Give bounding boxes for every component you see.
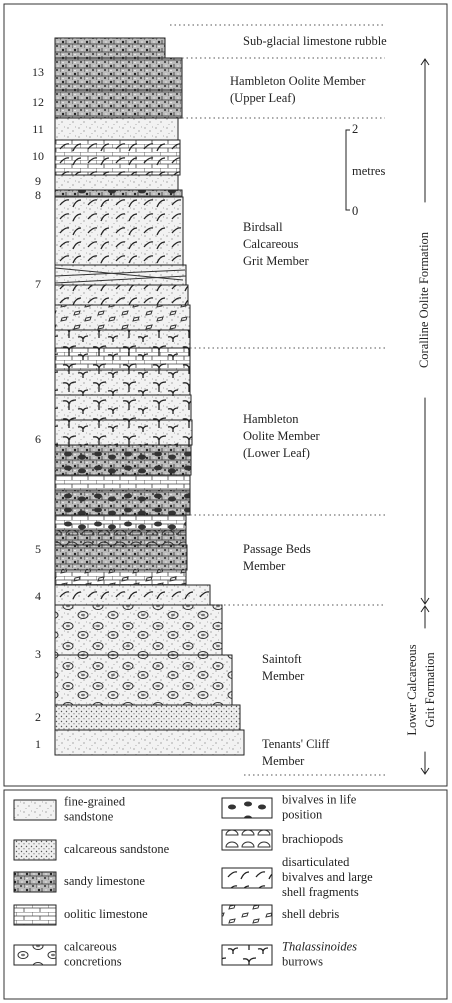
legend-label: fine-grained xyxy=(64,794,126,808)
bed-number: 7 xyxy=(35,277,41,291)
bed-layer xyxy=(55,570,186,585)
bed-number: 5 xyxy=(35,542,41,556)
bed-number: 11 xyxy=(32,122,44,136)
legend-label: shell debris xyxy=(282,907,339,921)
unit-label: Grit Member xyxy=(243,254,309,268)
legend-swatch xyxy=(14,800,56,820)
bed-layer xyxy=(55,140,180,175)
unit-label: Birdsall xyxy=(243,220,283,234)
legend-swatch xyxy=(14,840,56,860)
legend-label: bivalves and large xyxy=(282,870,373,884)
bed-layer xyxy=(55,490,190,515)
unit-label: Member xyxy=(262,754,305,768)
scale-bar xyxy=(346,130,350,210)
legend-label: calcareous sandstone xyxy=(64,842,170,856)
bed-layer xyxy=(55,655,232,705)
column xyxy=(55,38,244,755)
bed-layer xyxy=(55,285,188,305)
bed-number: 12 xyxy=(32,95,44,109)
legend-label: calcareous xyxy=(64,939,117,953)
legend-label: Thalassinoides xyxy=(282,939,357,953)
bed-layer xyxy=(55,90,182,118)
legend-swatch xyxy=(14,872,56,892)
bed-layer xyxy=(55,330,190,348)
unit-label: Member xyxy=(262,669,305,683)
bed-layer xyxy=(55,705,240,730)
bed-layer xyxy=(55,605,222,655)
bed-layer xyxy=(55,38,165,58)
bed-number: 13 xyxy=(32,65,44,79)
bed-number: 2 xyxy=(35,710,41,724)
bed-layer xyxy=(55,420,192,445)
legend-swatch xyxy=(14,905,56,925)
bed-number: 6 xyxy=(35,432,41,446)
formation-label: Coralline Oolite Formation xyxy=(417,231,431,368)
bed-number: 9 xyxy=(35,174,41,188)
bed-layer xyxy=(55,445,191,475)
scale-top: 2 xyxy=(352,122,358,136)
legend-label: oolitic limestone xyxy=(64,907,148,921)
bed-layer xyxy=(55,585,210,605)
unit-label: Sub-glacial limestone rubble xyxy=(243,34,387,48)
legend-label: sandy limestone xyxy=(64,874,145,888)
bed-layer xyxy=(55,197,183,265)
strat-log: 12345678910111213Sub-glacial limestone r… xyxy=(0,0,452,1003)
bed-number: 1 xyxy=(35,737,41,751)
bed-layer xyxy=(55,58,182,90)
unit-label: (Upper Leaf) xyxy=(230,91,296,105)
bed-layer xyxy=(55,475,190,490)
bed-number: 4 xyxy=(35,589,41,603)
bed-layer xyxy=(55,175,178,190)
unit-label: Hambleton xyxy=(243,412,299,426)
bed-layer xyxy=(55,530,186,545)
legend-swatch xyxy=(222,830,272,850)
legend-swatch xyxy=(222,868,272,888)
legend-label: brachiopods xyxy=(282,832,343,846)
formation-label: Grit Formation xyxy=(423,652,437,728)
legend-swatch xyxy=(222,905,272,925)
formation-label: Lower Calcareous xyxy=(405,644,419,735)
bed-layer xyxy=(55,190,182,197)
bed-layer xyxy=(55,515,186,530)
bed-layer xyxy=(55,730,244,755)
unit-label: Saintoft xyxy=(262,652,302,666)
unit-label: Passage Beds xyxy=(243,542,311,556)
legend-swatch xyxy=(222,798,272,818)
legend-label: burrows xyxy=(282,954,323,968)
scale-bottom: 0 xyxy=(352,204,358,218)
bed-number: 3 xyxy=(35,647,41,661)
legend-label: disarticulated xyxy=(282,855,350,869)
unit-label: Calcareous xyxy=(243,237,299,251)
unit-label: Member xyxy=(243,559,286,573)
legend-swatch xyxy=(222,945,272,965)
legend-label: shell fragments xyxy=(282,885,359,899)
bed-layer xyxy=(55,395,191,420)
bed-layer xyxy=(55,305,190,330)
bed-layer xyxy=(55,370,190,395)
bed-number: 8 xyxy=(35,188,41,202)
unit-label: (Lower Leaf) xyxy=(243,446,310,460)
bed-layer xyxy=(55,118,178,140)
legend-label: sandstone xyxy=(64,809,114,823)
legend-label: concretions xyxy=(64,954,122,968)
unit-label: Oolite Member xyxy=(243,429,321,443)
unit-label: Hambleton Oolite Member xyxy=(230,74,366,88)
legend-label: bivalves in life xyxy=(282,792,357,806)
unit-label: Tenants' Cliff xyxy=(262,737,330,751)
bed-layer xyxy=(55,348,190,370)
scale-label: metres xyxy=(352,164,385,178)
bed-layer xyxy=(55,545,187,570)
legend-label: position xyxy=(282,807,323,821)
legend-swatch xyxy=(14,945,56,965)
bed-number: 10 xyxy=(32,149,44,163)
